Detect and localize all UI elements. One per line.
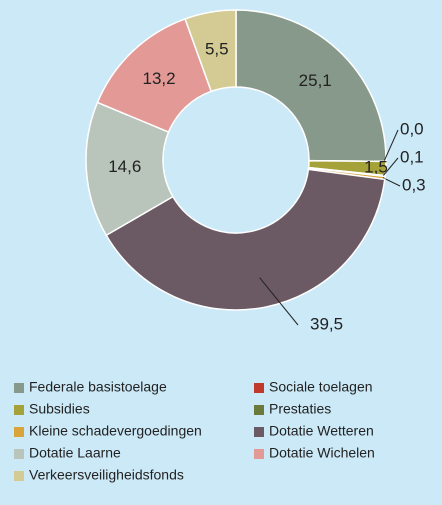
legend-label: Kleine schadevergoedingen [29,423,202,439]
legend-label: Federale basistoelage [29,379,167,395]
leader-line [259,277,299,326]
legend-label: Verkeersveiligheidsfonds [29,467,184,483]
leader-line [382,177,401,187]
legend-swatch [14,427,24,437]
legend-label: Sociale toelagen [269,379,373,395]
legend-label: Dotatie Wichelen [269,445,375,461]
legend-swatch [14,471,24,481]
donut-slice [184,9,237,93]
data-label: 1,5 [364,157,388,176]
legend-swatch [14,383,24,393]
data-label: 14,6 [108,157,141,176]
legend-label: Dotatie Laarne [29,445,121,461]
data-label: 5,5 [205,40,229,59]
legend-swatch [14,405,24,415]
legend-swatch [254,383,264,393]
legend-swatch [254,427,264,437]
leader-line [383,129,399,162]
data-label: 0,1 [400,147,424,166]
legend-label: Dotatie Wetteren [269,423,374,439]
legend-label: Prestaties [269,401,331,417]
data-label: 39,5 [310,314,343,333]
data-label: 13,2 [142,69,175,88]
data-label: 0,0 [400,119,424,138]
leader-line [382,157,399,177]
legend-swatch [14,449,24,459]
data-label: 25,1 [299,71,332,90]
donut-slice [235,9,387,163]
legend-swatch [254,405,264,415]
donut-slice [105,168,386,311]
legend-label: Subsidies [29,401,90,417]
legend-swatch [254,449,264,459]
data-label: 0,3 [402,175,426,194]
